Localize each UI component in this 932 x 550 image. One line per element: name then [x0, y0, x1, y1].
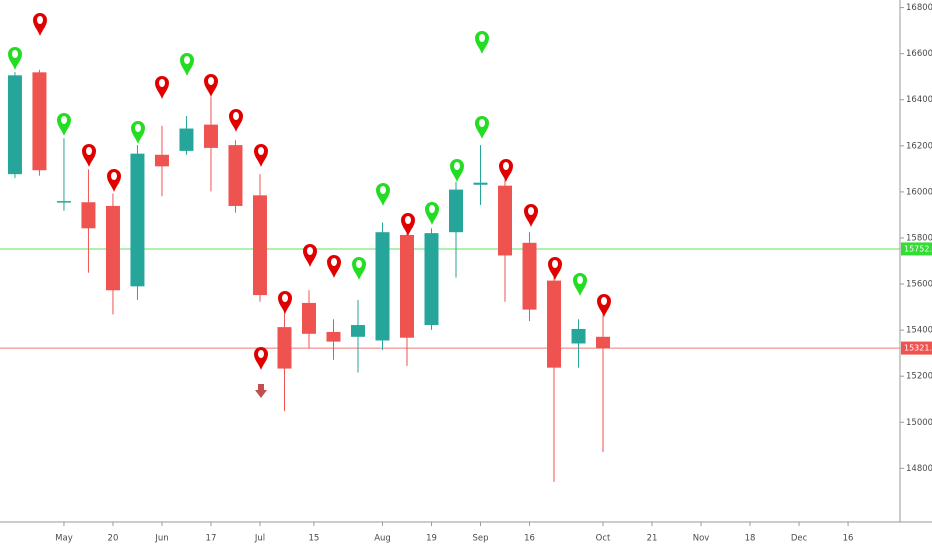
- y-tick-label: 15600.00: [906, 280, 932, 290]
- pin: [155, 76, 169, 99]
- x-tick-label: Sep: [472, 534, 488, 544]
- pin: [278, 291, 292, 314]
- pin: [303, 244, 317, 267]
- x-tick-label: Dec: [791, 534, 808, 544]
- pin: [82, 144, 96, 167]
- candle-body: [571, 328, 586, 344]
- pin: [450, 159, 464, 182]
- candle-body: [105, 205, 120, 291]
- candle-body: [473, 182, 488, 185]
- candle-body: [498, 185, 513, 256]
- pin: [401, 213, 415, 236]
- x-tick-label: 15: [308, 534, 319, 544]
- x-tick-label: 17: [206, 534, 217, 544]
- candle-body: [596, 336, 611, 349]
- pin: [499, 159, 513, 182]
- pin: [180, 53, 194, 76]
- y-tick-label: 16800.00: [906, 3, 932, 13]
- candle-body: [350, 325, 365, 337]
- candle-body: [154, 154, 169, 167]
- y-tick-label: 15800.00: [906, 233, 932, 243]
- y-tick-label: 16200.00: [906, 141, 932, 151]
- x-tick-label: Jul: [254, 534, 265, 544]
- pin: [597, 294, 611, 317]
- candle-body: [7, 75, 22, 175]
- y-tick-label: 14800.00: [906, 464, 932, 474]
- x-tick-label: 18: [745, 534, 756, 544]
- candle-body: [179, 128, 194, 151]
- y-tick-label: 15200.00: [906, 372, 932, 382]
- candle-body: [375, 232, 390, 341]
- candle-body: [547, 280, 562, 368]
- candle-body: [81, 202, 96, 229]
- price-label-box: [901, 242, 932, 256]
- pin: [376, 183, 390, 206]
- pin: [204, 74, 218, 97]
- y-tick-label: 16600.00: [906, 49, 932, 59]
- price-label: 15321.90: [904, 344, 932, 353]
- price-label: 15752.33: [904, 244, 932, 253]
- candle-body: [399, 234, 414, 338]
- x-tick-label: 21: [647, 534, 658, 544]
- candle-body: [326, 331, 341, 342]
- candle-body: [130, 153, 145, 287]
- down-arrow: [255, 384, 267, 398]
- y-tick-label: 15000.00: [906, 418, 932, 428]
- y-tick-label: 16400.00: [906, 95, 932, 105]
- candle-body: [301, 302, 316, 334]
- x-tick-label: Aug: [374, 534, 391, 544]
- y-tick-label: 16000.00: [906, 187, 932, 197]
- pin: [475, 31, 489, 54]
- x-tick-label: Jun: [154, 534, 168, 544]
- pin: [548, 257, 562, 280]
- candle-body: [522, 242, 537, 310]
- pin: [8, 47, 22, 70]
- x-tick-label: May: [55, 534, 73, 544]
- x-tick-label: 20: [108, 534, 119, 544]
- candle-body: [424, 233, 439, 326]
- candle-body: [449, 189, 464, 233]
- x-tick-label: 16: [524, 534, 535, 544]
- pin: [475, 116, 489, 139]
- candle-body: [32, 72, 47, 171]
- plot-area: [0, 69, 900, 482]
- pin: [425, 202, 439, 225]
- candle-body: [203, 124, 218, 148]
- pin: [327, 255, 341, 278]
- pin: [33, 13, 47, 36]
- pin: [229, 109, 243, 132]
- x-tick-label: Oct: [596, 534, 611, 544]
- x-tick-label: Nov: [693, 534, 710, 544]
- pin: [254, 347, 268, 370]
- pin: [57, 113, 71, 136]
- price-label-box: [901, 341, 932, 355]
- x-tick-label: 16: [843, 534, 854, 544]
- pin: [254, 144, 268, 167]
- candle-body: [56, 201, 71, 203]
- candle-body: [252, 195, 267, 296]
- pin: [107, 169, 121, 192]
- pin: [573, 273, 587, 296]
- candle-body: [228, 145, 243, 206]
- candle-body: [277, 327, 292, 369]
- event-pins: [8, 13, 611, 398]
- y-tick-label: 15400.00: [906, 326, 932, 336]
- pin: [352, 257, 366, 280]
- pin: [131, 121, 145, 144]
- pin: [524, 204, 538, 227]
- x-tick-label: 19: [426, 534, 437, 544]
